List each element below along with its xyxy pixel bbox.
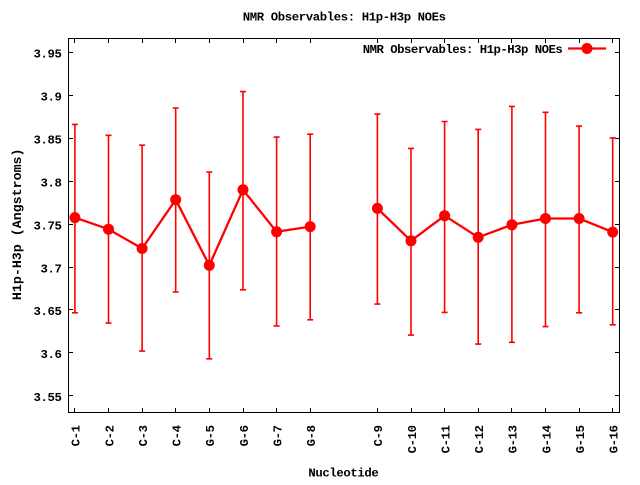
svg-text:3.55: 3.55 bbox=[34, 391, 62, 405]
svg-text:C-1: C-1 bbox=[70, 425, 84, 446]
svg-text:G-5: G-5 bbox=[204, 425, 218, 446]
svg-text:Nucleotide: Nucleotide bbox=[308, 467, 378, 480]
svg-text:G-8: G-8 bbox=[305, 425, 319, 446]
svg-text:C-2: C-2 bbox=[103, 425, 117, 446]
svg-text:3.75: 3.75 bbox=[34, 219, 62, 233]
svg-text:3.8: 3.8 bbox=[41, 176, 62, 190]
svg-text:3.65: 3.65 bbox=[34, 305, 62, 319]
svg-text:C-11: C-11 bbox=[439, 425, 453, 453]
svg-text:C-10: C-10 bbox=[406, 425, 420, 453]
svg-text:C-4: C-4 bbox=[171, 424, 185, 446]
svg-text:C-12: C-12 bbox=[473, 425, 487, 453]
svg-text:3.9: 3.9 bbox=[41, 90, 62, 104]
svg-text:3.95: 3.95 bbox=[34, 47, 62, 61]
svg-text:G-6: G-6 bbox=[238, 425, 252, 446]
svg-text:C-9: C-9 bbox=[372, 425, 386, 446]
svg-text:G-16: G-16 bbox=[608, 425, 622, 453]
svg-text:H1p-H3p (Angstroms): H1p-H3p (Angstroms) bbox=[10, 148, 25, 300]
svg-text:G-15: G-15 bbox=[574, 425, 588, 453]
svg-text:NMR Observables: H1p-H3p NOEs: NMR Observables: H1p-H3p NOEs bbox=[363, 43, 563, 57]
svg-text:C-3: C-3 bbox=[137, 425, 151, 446]
svg-text:G-14: G-14 bbox=[540, 424, 554, 453]
svg-text:3.85: 3.85 bbox=[34, 133, 62, 147]
svg-text:G-13: G-13 bbox=[507, 425, 521, 453]
svg-text:3.6: 3.6 bbox=[41, 348, 62, 362]
svg-text:G-7: G-7 bbox=[271, 425, 285, 446]
svg-text:NMR Observables: H1p-H3p NOEs: NMR Observables: H1p-H3p NOEs bbox=[243, 10, 446, 24]
svg-text:3.7: 3.7 bbox=[41, 262, 62, 276]
